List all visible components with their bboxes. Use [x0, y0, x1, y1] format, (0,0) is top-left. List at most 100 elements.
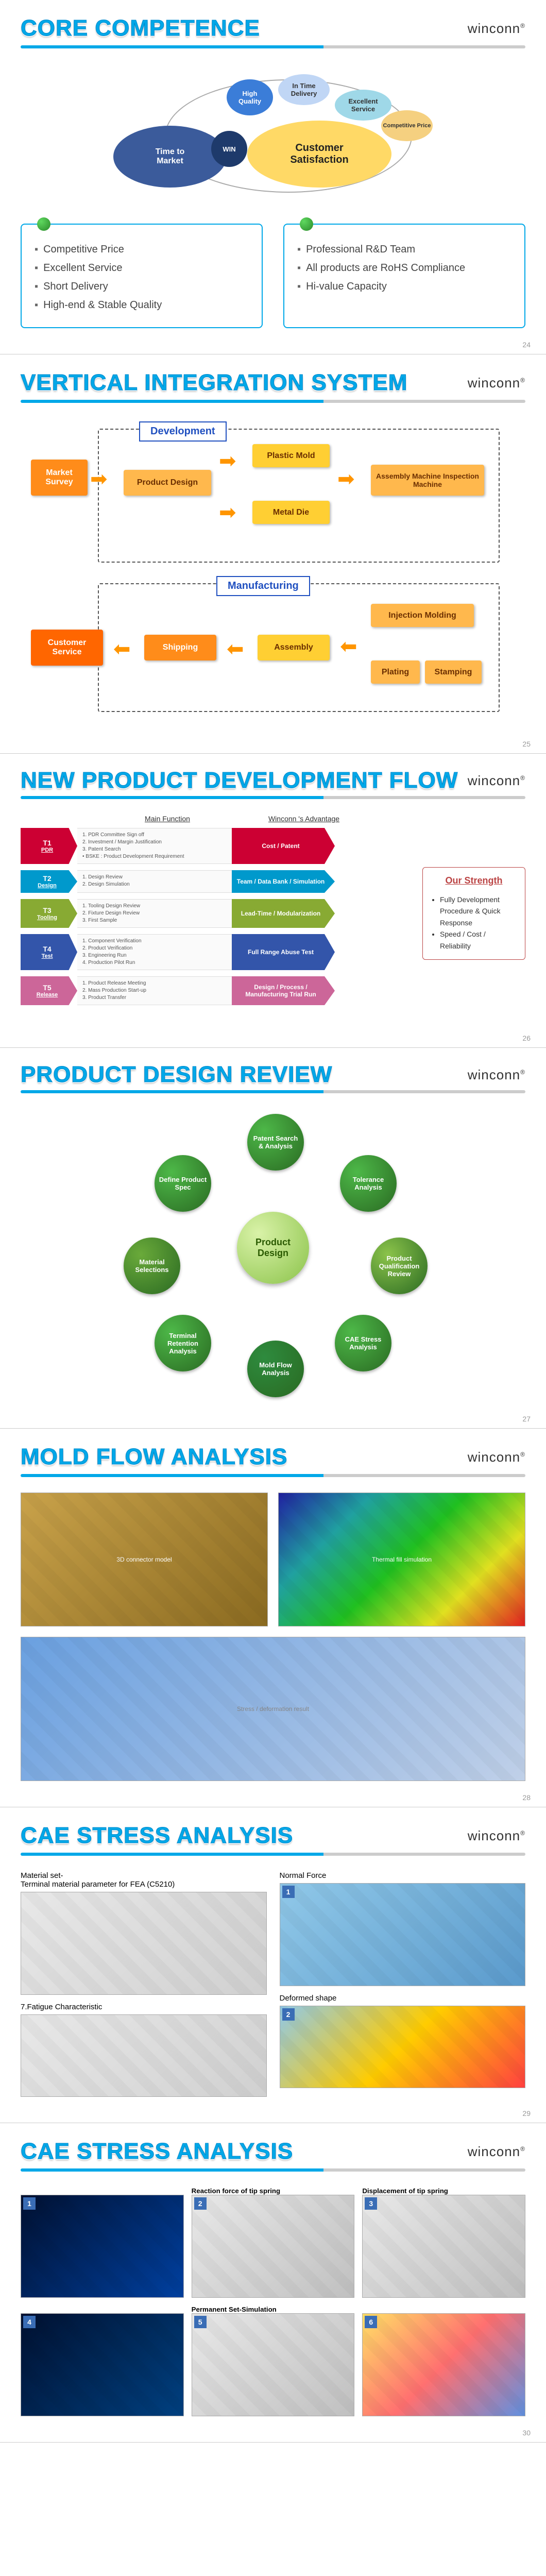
title-underline	[21, 2168, 525, 2172]
image-caption: Thermal fill simulation	[372, 1556, 432, 1563]
flow-detail: 1. Product Release Meeting 2. Mass Produ…	[77, 976, 232, 1005]
page-number: 24	[522, 341, 531, 349]
panel-title: Material set- Terminal material paramete…	[21, 1871, 267, 1889]
panel-title: Displacement of tip spring	[362, 2187, 525, 2195]
cae-panel: 1	[21, 2187, 184, 2298]
arrow-icon: ➡	[337, 467, 355, 491]
integration-diagram: Development Market Survey ➡ Product Desi…	[21, 418, 525, 727]
venn-time-to-market: Time to Market	[113, 126, 227, 188]
page-number: 29	[522, 2109, 531, 2117]
slide-header: CAE STRESS ANALYSIS winconn	[21, 1823, 525, 1849]
radial-node: Tolerance Analysis	[340, 1155, 397, 1212]
node-plating: Plating	[371, 660, 420, 684]
brand-logo: winconn	[468, 1449, 525, 1465]
image-caption: 3D connector model	[116, 1556, 172, 1563]
page-number: 28	[522, 1793, 531, 1802]
cae-panel: Permanent Set-Simulation5	[192, 2306, 355, 2416]
venn-diagram: Time to Market Customer Satisfaction Hig…	[93, 64, 453, 208]
radial-node: Define Product Spec	[155, 1155, 211, 1212]
radial-node: Mold Flow Analysis	[247, 1341, 304, 1397]
mold-flow-grid: 3D connector model Thermal fill simulati…	[21, 1493, 525, 1781]
bullet-dot-icon	[300, 217, 313, 231]
sim-image: 4	[21, 2313, 184, 2416]
venn-win: WIN	[211, 131, 247, 167]
brand-logo: winconn	[468, 375, 525, 391]
slide-dev-flow: NEW PRODUCT DEVELOPMENT FLOW winconn Mai…	[0, 754, 546, 1048]
slide-cae-1: CAE STRESS ANALYSIS winconn Material set…	[0, 1807, 546, 2123]
flow-table: Main Function Winconn 's Advantage T1PDR…	[21, 815, 422, 1005]
panel-title	[21, 2187, 184, 2195]
slide-header: NEW PRODUCT DEVELOPMENT FLOW winconn	[21, 769, 525, 792]
slide-title: VERTICAL INTEGRATION SYSTEM	[21, 370, 407, 396]
sim-image: 5	[192, 2313, 355, 2416]
bullet-columns: Competitive Price Excellent Service Shor…	[21, 224, 525, 328]
col-header	[21, 815, 88, 823]
cae-panel: 4	[21, 2306, 184, 2416]
panel-number: 2	[282, 2008, 295, 2021]
brand-logo: winconn	[468, 773, 525, 789]
bullet-dot-icon	[37, 217, 50, 231]
panel-title: Permanent Set-Simulation	[192, 2306, 355, 2313]
flow-stage: T1PDR	[21, 828, 77, 864]
fatigue-chart-image	[21, 2014, 267, 2097]
title-underline	[21, 400, 525, 403]
flow-stage: T2Design	[21, 870, 77, 893]
slide-design-review: PRODUCT DESIGN REVIEW winconn Product De…	[0, 1048, 546, 1429]
panel-title	[21, 2306, 184, 2313]
flow-advantage: Cost / Patent	[232, 828, 335, 864]
flow-row: T2Design1. Design Review 2. Design Simul…	[21, 870, 422, 893]
cae-panel-force: Normal Force 1 Deformed shape 2	[280, 1871, 526, 2097]
slide-title: CAE STRESS ANALYSIS	[21, 2139, 293, 2164]
slide-header: CORE COMPETENCE winconn	[21, 15, 525, 41]
page-number: 30	[522, 2429, 531, 2437]
arrow-icon: ➡	[340, 635, 357, 658]
venn-competitive-price: Competitive Price	[381, 110, 433, 141]
panel-number: 1	[282, 1886, 295, 1898]
radial-node: Patent Search & Analysis	[247, 1114, 304, 1171]
node-assembly: Assembly	[258, 635, 330, 660]
brand-logo: winconn	[468, 1067, 525, 1083]
slide-cae-2: CAE STRESS ANALYSIS winconn 1Reaction fo…	[0, 2123, 546, 2443]
bullet-item: Short Delivery	[35, 277, 249, 296]
flow-row: T4Test1. Component Verification 2. Produ…	[21, 934, 422, 970]
deformation-image: Stress / deformation result	[21, 1637, 525, 1781]
bullet-item: Professional R&D Team	[297, 240, 511, 259]
radial-diagram: Product Design Patent Search & AnalysisT…	[93, 1109, 453, 1392]
node-injection-molding: Injection Molding	[371, 604, 474, 627]
thermal-sim-image: Thermal fill simulation	[278, 1493, 525, 1626]
cae-grid-6: 1Reaction force of tip spring2Displaceme…	[21, 2187, 525, 2416]
panel-number: 3	[365, 2197, 377, 2210]
panel-number: 6	[365, 2316, 377, 2328]
bullet-item: Hi-value Capacity	[297, 277, 511, 296]
flow-row: T1PDR1. PDR Committee Sign off 2. Invest…	[21, 828, 422, 864]
panel-number: 2	[194, 2197, 207, 2210]
development-label: Development	[139, 421, 227, 442]
model-3d-image: 3D connector model	[21, 1493, 268, 1626]
node-assembly-machine: Assembly Machine Inspection Machine	[371, 465, 484, 496]
page-number: 25	[522, 740, 531, 748]
slide-header: CAE STRESS ANALYSIS winconn	[21, 2139, 525, 2164]
bullet-item: Competitive Price	[35, 240, 249, 259]
radial-node: Material Selections	[124, 1238, 180, 1294]
slide-mold-flow: MOLD FLOW ANALYSIS winconn 3D connector …	[0, 1429, 546, 1807]
deformed-shape-image: 2	[280, 2006, 526, 2088]
strength-item: Speed / Cost / Reliability	[440, 928, 517, 952]
brand-logo: winconn	[468, 2144, 525, 2160]
flow-detail: 1. Component Verification 2. Product Ver…	[77, 934, 232, 970]
panel-title: Normal Force	[280, 1871, 526, 1880]
sim-image: 3	[362, 2195, 525, 2298]
node-plastic-mold: Plastic Mold	[252, 444, 330, 467]
arrow-icon: ➡	[219, 449, 236, 473]
slide-title: PRODUCT DESIGN REVIEW	[21, 1063, 332, 1086]
strength-title: Our Strength	[431, 875, 517, 886]
slide-header: MOLD FLOW ANALYSIS winconn	[21, 1444, 525, 1470]
flow-stage: T5Release	[21, 976, 77, 1005]
flow-advantage: Full Range Abuse Test	[232, 934, 335, 970]
slide-vertical-integration: VERTICAL INTEGRATION SYSTEM winconn Deve…	[0, 354, 546, 754]
radial-node: CAE Stress Analysis	[335, 1315, 391, 1371]
flow-row: T5Release1. Product Release Meeting 2. M…	[21, 976, 422, 1005]
node-stamping: Stamping	[425, 660, 482, 684]
strength-item: Fully Development Procedure & Quick Resp…	[440, 894, 517, 928]
manufacturing-label: Manufacturing	[216, 576, 310, 596]
flow-stage: T3Tooling	[21, 899, 77, 928]
